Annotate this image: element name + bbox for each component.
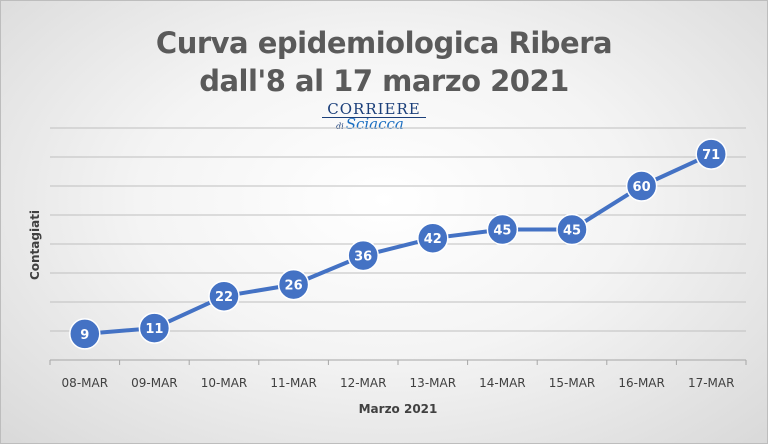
chart-title: Curva epidemiologica Ribera dall'8 al 17… <box>0 24 768 100</box>
data-label: 45 <box>563 224 581 239</box>
data-label: 42 <box>424 232 442 247</box>
data-point <box>208 280 240 312</box>
x-tick-label: 13-MAR <box>410 376 457 390</box>
data-point <box>69 318 101 350</box>
data-label: 11 <box>145 322 163 337</box>
x-tick-label: 16-MAR <box>618 376 665 390</box>
data-point <box>138 312 171 344</box>
x-tick-label: 09-MAR <box>131 376 178 390</box>
data-point <box>277 268 310 301</box>
x-tick-label: 08-MAR <box>62 376 109 390</box>
data-point <box>417 222 449 254</box>
x-tick-label: 12-MAR <box>340 376 387 390</box>
data-point <box>556 213 588 246</box>
data-point <box>625 170 658 202</box>
data-label: 60 <box>633 180 651 195</box>
x-tick-label: 15-MAR <box>549 376 596 390</box>
series-line <box>82 152 714 336</box>
data-point <box>695 138 727 170</box>
data-label: 71 <box>702 148 720 163</box>
data-point <box>486 213 519 246</box>
logo-divider <box>322 117 426 118</box>
x-tick-label: 17-MAR <box>688 376 735 390</box>
logo-di-text: di <box>336 122 344 131</box>
chart-title-line1: Curva epidemiologica Ribera <box>155 26 613 60</box>
data-point <box>347 239 379 272</box>
x-tick-label: 10-MAR <box>201 376 248 390</box>
data-label: 26 <box>285 279 303 294</box>
data-label: 9 <box>80 328 89 343</box>
logo-top-text: CORRIERE <box>327 100 421 118</box>
data-label: 45 <box>493 224 511 239</box>
chart-title-line2: dall'8 al 17 marzo 2021 <box>199 64 569 98</box>
x-axis-label: Marzo 2021 <box>358 402 438 416</box>
x-tick-label: 14-MAR <box>479 376 526 390</box>
data-label: 22 <box>215 290 233 305</box>
data-label: 36 <box>354 250 372 265</box>
x-tick-label: 11-MAR <box>270 376 317 390</box>
